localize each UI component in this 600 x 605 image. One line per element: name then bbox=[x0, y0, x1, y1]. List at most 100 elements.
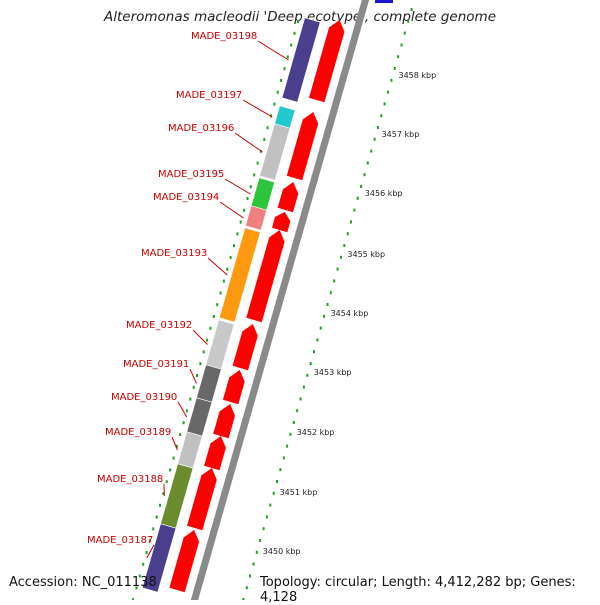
tick-dot bbox=[267, 126, 269, 129]
gene-label[interactable]: MADE_03192 bbox=[126, 320, 192, 331]
tick-dot bbox=[306, 374, 308, 377]
tick-dot bbox=[294, 32, 296, 35]
tick-dot bbox=[323, 315, 325, 318]
gene-label[interactable]: MADE_03196 bbox=[168, 123, 234, 134]
gene-block bbox=[246, 206, 267, 230]
tick-dot bbox=[394, 67, 396, 70]
tick-dot bbox=[300, 397, 302, 400]
tick-dot bbox=[397, 55, 399, 58]
gene-label[interactable]: MADE_03189 bbox=[105, 427, 171, 438]
outer-tick-track bbox=[242, 8, 412, 600]
tick-dot bbox=[253, 173, 255, 176]
tick-dot bbox=[193, 386, 195, 389]
label-leader bbox=[208, 258, 227, 275]
label-leader bbox=[258, 41, 289, 60]
tick-dot bbox=[284, 67, 286, 70]
tick-dot bbox=[280, 79, 282, 82]
tick-dot bbox=[279, 468, 281, 471]
scale-label: 3458 kbp bbox=[399, 71, 437, 80]
tick-dot bbox=[259, 539, 261, 542]
tick-dot bbox=[263, 138, 265, 141]
tick-dot bbox=[253, 563, 255, 566]
tick-dot bbox=[364, 173, 366, 176]
cds-arrow bbox=[169, 530, 199, 592]
tick-dot bbox=[250, 185, 252, 188]
label-leader bbox=[225, 179, 250, 194]
gene-block bbox=[260, 124, 290, 180]
tick-dot bbox=[179, 433, 181, 436]
cds-arrow bbox=[223, 370, 245, 404]
scale-label: 3455 kbp bbox=[347, 250, 385, 259]
scale-label: 3453 kbp bbox=[314, 368, 352, 377]
tick-dot bbox=[273, 492, 275, 495]
tick-dot bbox=[350, 220, 352, 223]
tick-dot bbox=[230, 256, 232, 259]
label-leader bbox=[178, 402, 187, 417]
tick-dot bbox=[220, 291, 222, 294]
gene-block bbox=[197, 365, 222, 402]
gene-block bbox=[187, 398, 212, 436]
accession-text: Accession: NC_011138 bbox=[9, 575, 157, 590]
cds-arrow bbox=[187, 468, 217, 530]
gene-label[interactable]: MADE_03188 bbox=[97, 474, 163, 485]
tick-dot bbox=[203, 350, 205, 353]
label-leader bbox=[172, 437, 177, 450]
gene-label[interactable]: MADE_03195 bbox=[158, 169, 224, 180]
gene-label[interactable]: MADE_03197 bbox=[176, 90, 242, 101]
tick-dot bbox=[199, 362, 201, 365]
gene-label[interactable]: MADE_03187 bbox=[87, 535, 153, 546]
scale-label: 3451 kbp bbox=[280, 488, 318, 497]
tick-dot bbox=[390, 79, 392, 82]
tick-dot bbox=[223, 280, 225, 283]
tick-dot bbox=[401, 43, 403, 46]
tick-dot bbox=[266, 515, 268, 518]
tick-dot bbox=[296, 409, 298, 412]
gene-label[interactable]: MADE_03190 bbox=[111, 392, 177, 403]
tick-dot bbox=[246, 586, 248, 589]
gene-label[interactable]: MADE_03193 bbox=[141, 248, 207, 259]
tick-dot bbox=[360, 185, 362, 188]
tick-dot bbox=[206, 339, 208, 342]
gene-label[interactable]: MADE_03198 bbox=[191, 31, 257, 42]
tick-dot bbox=[303, 386, 305, 389]
scale-label: 3457 kbp bbox=[382, 130, 420, 139]
tick-dot bbox=[337, 268, 339, 271]
tick-dot bbox=[243, 209, 245, 212]
tick-dot bbox=[290, 44, 292, 47]
tick-dot bbox=[156, 516, 158, 519]
tick-dot bbox=[340, 256, 342, 259]
tick-dot bbox=[169, 468, 171, 471]
tick-dot bbox=[173, 457, 175, 460]
gene-label[interactable]: MADE_03191 bbox=[123, 359, 189, 370]
tick-dot bbox=[247, 197, 249, 200]
tick-dot bbox=[216, 303, 218, 306]
tick-dot bbox=[380, 114, 382, 117]
cds-arrow bbox=[233, 324, 258, 370]
tick-dot bbox=[257, 162, 259, 165]
label-leader bbox=[190, 369, 196, 384]
tick-dot bbox=[357, 197, 359, 200]
tick-dot bbox=[377, 126, 379, 129]
tick-dot bbox=[353, 209, 355, 212]
tick-dot bbox=[186, 409, 188, 412]
label-leader bbox=[193, 330, 208, 345]
scale-label: 3452 kbp bbox=[297, 428, 335, 437]
scale-label: 3456 kbp bbox=[365, 189, 403, 198]
tick-dot bbox=[283, 456, 285, 459]
gene-label[interactable]: MADE_03194 bbox=[153, 192, 219, 203]
tick-dot bbox=[404, 32, 406, 35]
tick-dot bbox=[263, 527, 265, 530]
tick-dot bbox=[210, 327, 212, 330]
tick-dot bbox=[286, 445, 288, 448]
scale-label: 3454 kbp bbox=[331, 309, 369, 318]
tick-dot bbox=[330, 291, 332, 294]
tick-dot bbox=[333, 279, 335, 282]
tick-dot bbox=[287, 55, 289, 58]
tick-dot bbox=[233, 244, 235, 247]
tick-dot bbox=[240, 221, 242, 224]
tick-dot bbox=[327, 303, 329, 306]
tick-dot bbox=[316, 338, 318, 341]
topology-text: Topology: circular; Length: 4,412,282 bp… bbox=[260, 575, 600, 605]
tick-dot bbox=[152, 527, 154, 530]
